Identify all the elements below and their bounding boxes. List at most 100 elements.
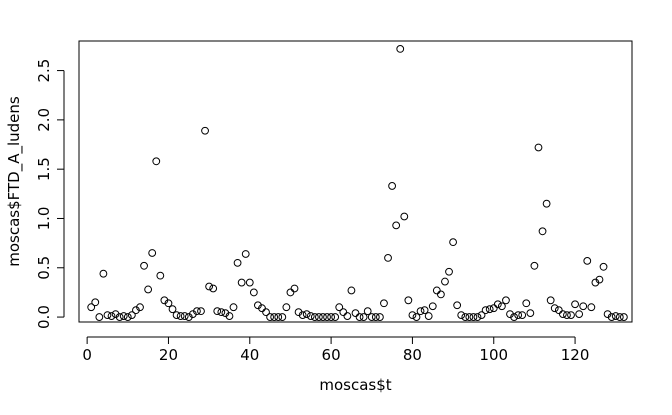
data-point xyxy=(107,312,116,320)
data-point xyxy=(164,299,173,308)
data-point xyxy=(152,157,161,166)
data-point xyxy=(554,306,563,315)
y-tick-label: 2.0 xyxy=(35,108,53,132)
data-point xyxy=(615,313,624,321)
data-point xyxy=(534,143,543,152)
data-point xyxy=(319,313,327,321)
data-point xyxy=(119,312,128,320)
x-axis-label: moscas$t xyxy=(319,376,391,394)
data-point xyxy=(408,311,417,320)
data-point xyxy=(510,313,518,321)
data-point xyxy=(595,275,604,284)
data-point xyxy=(229,303,238,312)
data-point xyxy=(213,307,222,316)
data-point xyxy=(428,302,437,311)
data-point xyxy=(351,309,360,318)
data-point xyxy=(99,269,108,278)
data-point xyxy=(262,308,270,317)
data-point xyxy=(457,311,466,320)
data-point xyxy=(489,304,498,313)
data-point xyxy=(123,313,132,321)
data-point xyxy=(538,227,547,236)
data-point xyxy=(343,312,352,320)
y-tick-label: 1.5 xyxy=(35,157,53,181)
data-point xyxy=(95,313,104,321)
plot-frame xyxy=(78,40,633,323)
data-point xyxy=(274,313,283,321)
data-point xyxy=(249,288,258,297)
data-point xyxy=(282,303,291,312)
data-point xyxy=(290,284,299,293)
data-point xyxy=(396,44,405,53)
data-point xyxy=(245,278,254,287)
data-point xyxy=(518,311,527,320)
y-tick-label: 1.0 xyxy=(35,207,53,231)
data-point xyxy=(266,313,275,321)
x-tick-label: 100 xyxy=(479,346,508,364)
data-point xyxy=(241,250,250,258)
data-point xyxy=(384,254,392,262)
data-point xyxy=(575,310,584,319)
data-point xyxy=(359,313,368,321)
data-point xyxy=(217,308,226,317)
data-point xyxy=(115,313,124,321)
y-tick-label: 0.5 xyxy=(35,256,53,280)
x-tick-label: 0 xyxy=(82,346,92,364)
data-point xyxy=(424,312,433,320)
data-point xyxy=(522,299,531,308)
data-point xyxy=(497,302,506,311)
data-point xyxy=(176,312,185,320)
data-point xyxy=(201,126,209,135)
data-point xyxy=(571,300,579,309)
data-point xyxy=(502,296,510,305)
y-axis-label: moscas$FTD_A_ludens xyxy=(5,96,24,267)
x-axis: 0 20 40 60 80 100 120 xyxy=(82,336,590,364)
data-point xyxy=(607,313,616,321)
data-point xyxy=(558,310,567,319)
data-point xyxy=(388,182,397,190)
data-point xyxy=(225,312,234,320)
data-point xyxy=(420,306,429,315)
data-point xyxy=(376,313,384,321)
data-point xyxy=(156,271,165,280)
data-point xyxy=(563,311,571,320)
data-point xyxy=(485,305,494,314)
data-point xyxy=(530,261,539,270)
data-point xyxy=(436,290,445,299)
data-point xyxy=(323,313,331,321)
data-point xyxy=(270,313,279,321)
data-point xyxy=(347,286,356,295)
data-point xyxy=(306,312,315,320)
y-axis: 0.0 0.5 1.0 1.5 2.0 2.5 xyxy=(35,59,65,329)
data-point xyxy=(302,310,311,319)
data-point xyxy=(144,285,153,294)
data-point xyxy=(432,286,441,295)
data-point xyxy=(103,311,112,320)
data-points xyxy=(87,44,628,321)
data-point xyxy=(392,221,401,230)
data-point xyxy=(339,308,348,317)
data-point xyxy=(469,313,478,321)
x-tick-label: 120 xyxy=(561,346,590,364)
data-point xyxy=(286,288,295,297)
data-point xyxy=(550,304,559,313)
data-point xyxy=(380,299,388,308)
data-point xyxy=(493,300,502,309)
data-point xyxy=(205,282,214,291)
x-tick-label: 20 xyxy=(159,346,178,364)
data-point xyxy=(335,303,344,312)
y-tick-label: 2.5 xyxy=(35,59,53,83)
data-point xyxy=(172,311,181,320)
data-point xyxy=(587,303,596,312)
x-tick-label: 40 xyxy=(240,346,259,364)
data-point xyxy=(367,313,376,321)
data-point xyxy=(473,313,482,321)
data-point xyxy=(140,261,148,270)
data-point xyxy=(445,267,453,276)
data-point xyxy=(298,311,307,320)
data-point xyxy=(315,313,323,321)
data-point xyxy=(453,301,462,310)
data-point xyxy=(371,313,380,321)
